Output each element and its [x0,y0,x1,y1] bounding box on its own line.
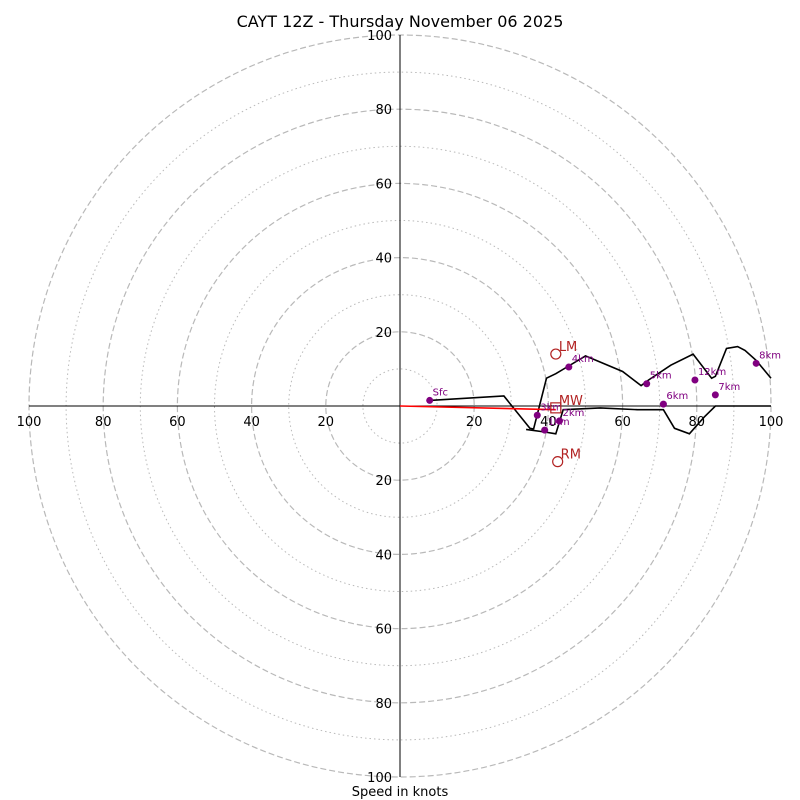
motion-marker-rm [552,456,564,468]
tick-y-neg-100: 100 [367,771,392,786]
tick-y-pos-100: 100 [367,29,392,44]
tick-y-neg-60: 60 [375,623,392,638]
height-label-12km: 12km [698,367,726,378]
tick-x-neg-40: 40 [243,415,260,430]
height-marker-2km [556,417,564,425]
height-marker-7km [711,391,719,399]
height-marker-sfc [426,396,434,404]
height-marker-1km [541,426,549,434]
tick-y-pos-80: 80 [375,103,392,118]
tick-x-pos-100: 100 [759,415,784,430]
tick-y-pos-20: 20 [375,326,392,341]
tick-labels: 20 20 20 20 40 40 40 40 60 60 60 60 80 80 80 80 100 100 10… [17,29,784,786]
tick-x-neg-60: 60 [169,415,186,430]
motion-marker-lm [550,348,562,360]
tick-y-neg-80: 80 [375,697,392,712]
tick-x-pos-40: 40 [540,415,557,430]
height-label-7km: 7km [718,382,740,393]
height-label-4km: 4km [572,354,594,365]
height-marker-3km [533,411,541,419]
height-marker-5km [643,380,651,388]
hodograph-trace-lower [525,405,771,435]
height-marker-4km [565,363,573,371]
height-label-8km: 8km [759,350,781,361]
motion-label-lm: LM [559,340,577,355]
tick-x-pos-60: 60 [614,415,631,430]
height-marker-6km [659,400,667,408]
chart-title: CAYT 12Z - Thursday November 06 2025 [237,12,564,31]
tick-y-neg-40: 40 [375,548,392,563]
tick-y-pos-40: 40 [375,252,392,267]
height-marker-8km [752,359,760,367]
height-label-6km: 6km [666,391,688,402]
motion-marker-mw [550,402,562,414]
motion-label-rm: RM [561,448,581,463]
height-label-sfc: Sfc [433,387,448,398]
height-label-5km: 5km [650,371,672,382]
tick-x-pos-80: 80 [689,415,706,430]
data-series: Sfc1km2km3km4km5km6km7km8km12kmLMMWRM [399,340,781,468]
tick-x-neg-100: 100 [17,415,42,430]
tick-x-pos-20: 20 [466,415,483,430]
height-label-2km: 2km [563,408,585,419]
shear-vector [399,405,556,411]
tick-x-neg-80: 80 [95,415,112,430]
motion-label-mw: MW [559,394,583,409]
x-axis-label: Speed in knots [352,785,449,800]
height-marker-12km [691,376,699,384]
tick-y-pos-60: 60 [375,177,392,192]
tick-x-neg-20: 20 [318,415,335,430]
tick-y-neg-20: 20 [375,474,392,489]
